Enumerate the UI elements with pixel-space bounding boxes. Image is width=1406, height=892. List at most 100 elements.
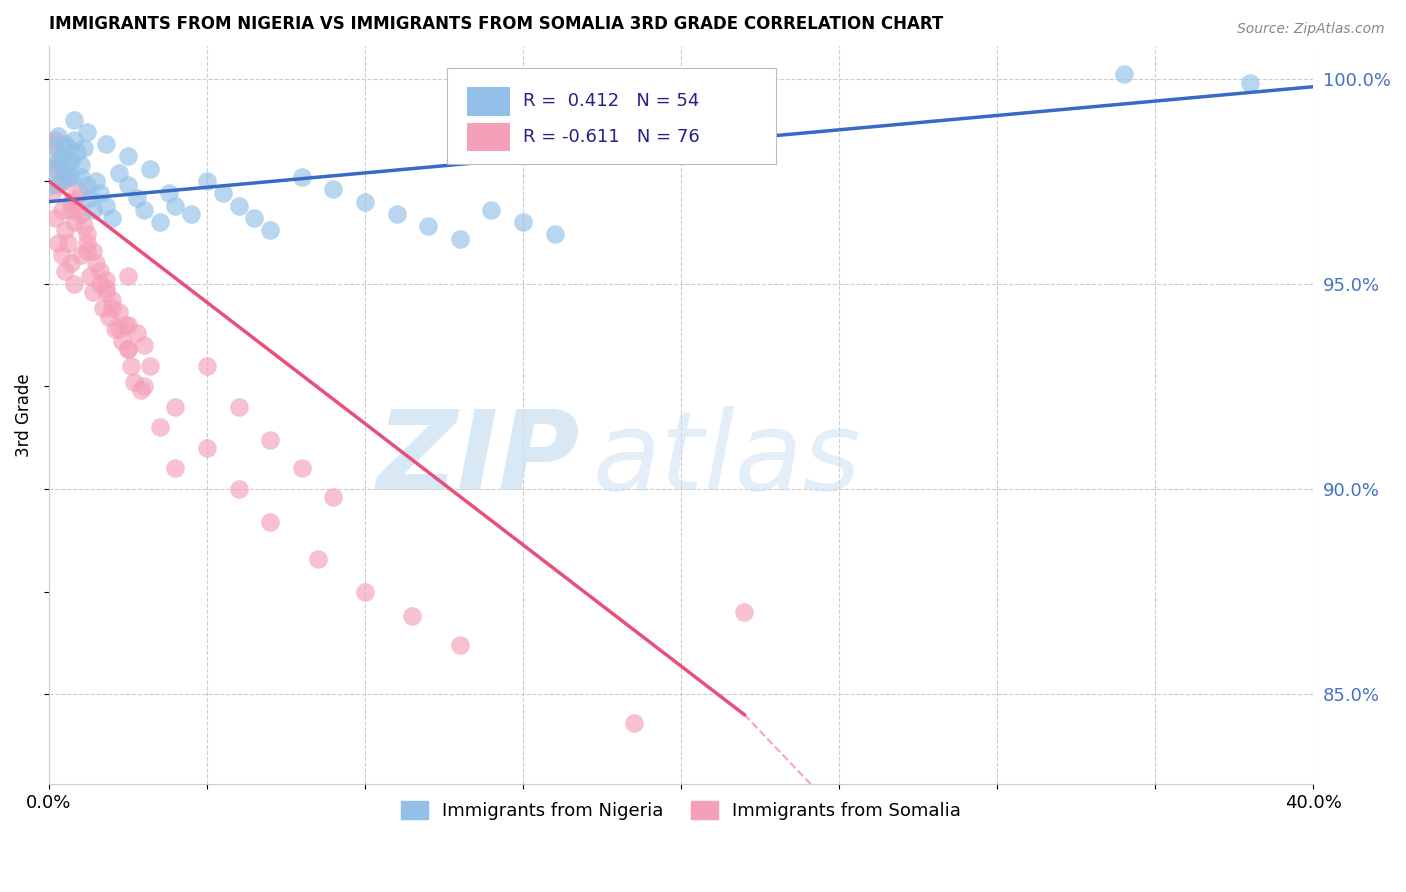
Point: [53, 264, 76, 278]
Point: [180, 207, 202, 221]
Point: [211, 186, 233, 201]
Point: [259, 515, 281, 529]
Point: [44, 211, 66, 225]
Point: [322, 490, 344, 504]
Point: [48, 128, 70, 143]
Point: [149, 420, 172, 434]
Point: [41, 178, 63, 193]
Point: [86, 174, 108, 188]
Point: [228, 482, 250, 496]
Point: [63, 277, 86, 291]
Point: [48, 153, 70, 168]
Point: [56, 235, 79, 250]
Point: [165, 199, 187, 213]
Point: [41, 137, 63, 152]
Point: [60, 194, 83, 209]
Point: [53, 137, 76, 152]
Point: [76, 227, 98, 242]
Point: [51, 202, 73, 217]
Point: [66, 145, 89, 160]
Point: [51, 149, 73, 163]
Point: [354, 194, 377, 209]
Point: [228, 199, 250, 213]
Text: atlas: atlas: [592, 406, 862, 513]
Point: [79, 190, 101, 204]
Point: [129, 384, 152, 398]
Point: [512, 215, 534, 229]
Point: [91, 301, 114, 316]
Point: [132, 338, 155, 352]
Point: [94, 137, 117, 152]
Point: [69, 169, 91, 184]
Point: [307, 551, 329, 566]
Point: [418, 219, 440, 234]
Point: [51, 174, 73, 188]
Point: [44, 158, 66, 172]
Point: [111, 334, 134, 348]
Legend: Immigrants from Nigeria, Immigrants from Somalia: Immigrants from Nigeria, Immigrants from…: [394, 793, 969, 827]
Point: [82, 202, 104, 217]
Point: [89, 277, 111, 291]
Point: [63, 215, 86, 229]
Point: [69, 158, 91, 172]
Point: [76, 125, 98, 139]
Point: [120, 359, 142, 373]
Point: [104, 322, 127, 336]
Point: [94, 281, 117, 295]
Point: [89, 186, 111, 201]
Point: [76, 244, 98, 258]
Point: [117, 178, 139, 193]
Point: [195, 359, 218, 373]
Point: [117, 343, 139, 357]
Point: [385, 207, 408, 221]
Text: Source: ZipAtlas.com: Source: ZipAtlas.com: [1237, 22, 1385, 37]
Point: [107, 166, 129, 180]
Point: [165, 400, 187, 414]
Point: [481, 202, 503, 217]
Text: R = -0.611   N = 76: R = -0.611 N = 76: [523, 128, 700, 146]
Point: [107, 305, 129, 319]
Point: [51, 248, 73, 262]
Point: [401, 609, 423, 624]
Text: R =  0.412   N = 54: R = 0.412 N = 54: [523, 93, 699, 111]
Point: [44, 161, 66, 176]
Point: [101, 301, 124, 316]
Point: [79, 268, 101, 283]
Point: [56, 141, 79, 155]
Point: [733, 605, 755, 619]
Point: [51, 153, 73, 168]
Point: [60, 169, 83, 184]
Point: [73, 141, 96, 155]
Point: [98, 310, 121, 324]
Point: [195, 441, 218, 455]
Point: [259, 433, 281, 447]
Point: [157, 186, 180, 201]
Point: [56, 169, 79, 184]
Point: [44, 133, 66, 147]
Point: [56, 174, 79, 188]
Point: [117, 268, 139, 283]
Point: [60, 256, 83, 270]
Point: [48, 161, 70, 176]
Point: [228, 400, 250, 414]
Point: [544, 227, 567, 242]
Point: [117, 343, 139, 357]
Point: [101, 211, 124, 225]
Point: [259, 223, 281, 237]
Point: [89, 264, 111, 278]
Point: [94, 199, 117, 213]
Point: [132, 379, 155, 393]
Point: [94, 272, 117, 286]
Point: [73, 219, 96, 234]
Y-axis label: 3rd Grade: 3rd Grade: [15, 373, 32, 457]
Point: [60, 202, 83, 217]
Point: [69, 186, 91, 201]
Point: [243, 211, 266, 225]
Point: [127, 190, 149, 204]
Point: [41, 186, 63, 201]
Point: [63, 133, 86, 147]
Text: IMMIGRANTS FROM NIGERIA VS IMMIGRANTS FROM SOMALIA 3RD GRADE CORRELATION CHART: IMMIGRANTS FROM NIGERIA VS IMMIGRANTS FR…: [49, 15, 943, 33]
Point: [449, 231, 471, 245]
Point: [76, 235, 98, 250]
Point: [48, 178, 70, 193]
